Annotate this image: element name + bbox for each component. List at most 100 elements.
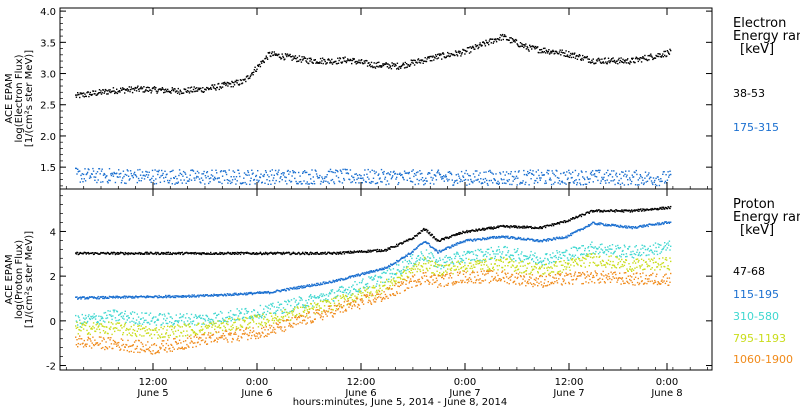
data-point [396,173,399,175]
data-point [364,180,367,183]
data-point [411,238,414,240]
data-point [227,293,229,295]
data-point [174,295,176,297]
data-point [466,239,468,241]
data-point [459,231,461,234]
data-point [569,182,571,184]
data-point [476,257,478,260]
data-point [176,295,179,298]
data-point [582,176,584,178]
data-point [374,67,377,69]
data-point [615,245,617,247]
data-point [292,170,294,172]
data-point [94,179,96,181]
data-point [333,302,336,304]
data-point [483,237,485,240]
data-point [505,35,507,38]
data-point [539,261,541,263]
data-point [578,215,581,217]
data-point [625,170,627,172]
data-point [417,58,420,60]
data-point [376,268,378,271]
data-point [162,296,164,299]
data-point [231,181,233,184]
data-point [558,237,560,240]
data-point [356,283,358,286]
data-point [379,177,381,179]
data-point [315,251,318,254]
data-point [353,288,355,290]
data-point [182,175,184,177]
data-point [259,292,262,294]
data-point [479,42,481,44]
data-point [519,45,521,48]
data-point [122,317,124,319]
data-point [414,59,416,62]
data-point [235,314,237,316]
data-point [634,253,637,256]
data-point [202,294,204,297]
data-point [451,244,453,246]
data-point [590,171,592,173]
data-point [315,61,318,63]
data-point [347,289,349,291]
data-point [167,296,169,298]
data-point [202,252,205,255]
data-point [447,180,449,182]
data-point [137,253,140,255]
data-point [545,240,547,242]
data-point [494,38,496,40]
data-point [314,59,316,61]
data-point [455,233,457,235]
data-point [245,310,248,312]
data-point [293,56,295,58]
data-point [157,90,159,93]
data-point [427,229,429,232]
data-point [167,294,170,297]
data-point [252,252,254,255]
data-point [271,169,273,171]
data-point [352,284,354,286]
data-point [213,313,215,315]
data-point [243,313,246,315]
data-point [111,318,113,321]
data-point [171,183,173,185]
data-point [208,324,210,327]
data-point [391,176,393,179]
data-point [81,92,83,95]
data-point [185,182,187,184]
data-point [154,252,156,254]
data-point [382,64,385,67]
data-point [367,249,369,251]
data-point [102,325,104,327]
data-point [193,294,195,296]
data-point [242,316,244,319]
data-point [620,256,622,258]
data-point [258,179,260,182]
data-point [537,46,539,48]
data-point [621,171,623,173]
data-point [328,293,330,295]
data-point [629,211,631,213]
data-point [443,180,445,182]
data-point [472,251,474,253]
data-point [313,183,316,185]
data-point [621,61,624,63]
data-point [378,250,380,252]
data-point [202,173,205,175]
data-point [133,173,135,175]
data-point [161,333,163,335]
data-point [292,310,295,313]
data-point [644,177,646,179]
data-point [619,59,622,62]
data-point [218,313,220,316]
data-point [668,240,671,242]
data-point [187,324,189,326]
electron-ytick-label: 3.0 [40,70,56,81]
data-point [563,171,565,174]
data-point [374,172,376,175]
data-point [104,321,106,323]
data-point [482,178,485,181]
data-point [466,239,469,242]
data-point [287,288,289,290]
